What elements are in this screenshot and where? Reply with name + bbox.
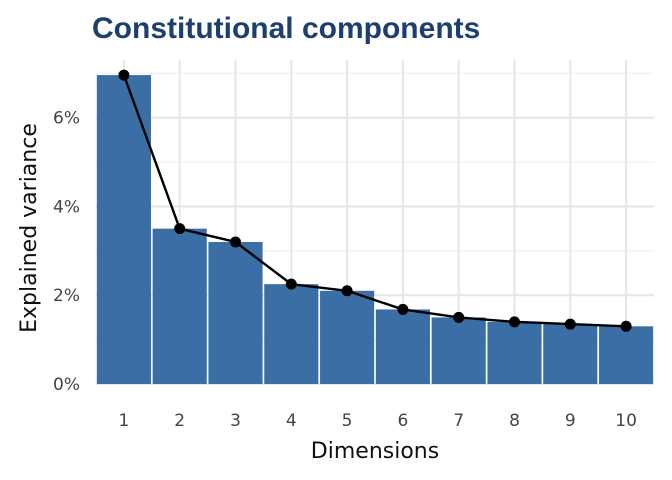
bar-dim-9: [543, 324, 598, 384]
chart-title: Constitutional components: [92, 12, 480, 45]
trend-line: [122, 74, 627, 328]
point-dim-5: [341, 285, 353, 297]
point-dim-3: [230, 236, 241, 248]
x-tick-label: 4: [286, 411, 297, 431]
x-tick-label: 5: [342, 411, 353, 431]
bar-dim-7: [431, 317, 486, 384]
bar-dim-5: [320, 290, 375, 384]
point-dim-1: [118, 69, 130, 81]
bar-dim-10: [599, 326, 654, 384]
x-axis-title: Dimensions: [311, 439, 439, 464]
point-dim-4: [285, 278, 297, 290]
point-dim-8: [509, 316, 520, 328]
x-tick-label: 7: [453, 411, 464, 431]
x-tick-label: 1: [118, 411, 129, 431]
y-axis-title: Explained variance: [17, 123, 42, 333]
y-tick-label: 6%: [53, 109, 80, 129]
points: [118, 69, 632, 332]
y-tick-label: 0%: [53, 375, 80, 395]
x-tick-label: 8: [509, 411, 520, 431]
x-tick-label: 10: [615, 411, 637, 431]
trend-polyline: [122, 74, 627, 328]
bar-dim-4: [264, 284, 319, 384]
bars: [96, 75, 654, 385]
y-tick-labels: 0% 2% 4% 6%: [53, 109, 80, 395]
x-tick-label: 3: [230, 411, 241, 431]
y-tick-label: 2%: [53, 286, 80, 306]
x-tick-label: 2: [174, 411, 185, 431]
x-tick-label: 9: [565, 411, 576, 431]
x-tick-labels: 1 2 3 4 5 6 7 8 9 10: [118, 411, 636, 431]
bar-dim-6: [375, 309, 430, 384]
point-dim-2: [174, 223, 186, 235]
bar-dim-3: [208, 241, 263, 384]
bar-dim-2: [152, 228, 207, 384]
point-dim-10: [620, 320, 632, 332]
bar-dim-1: [96, 75, 151, 385]
x-tick-label: 6: [397, 411, 408, 431]
point-dim-6: [397, 303, 409, 315]
bar-dim-8: [487, 321, 542, 384]
y-tick-label: 4%: [53, 197, 80, 217]
point-dim-7: [453, 311, 465, 323]
point-dim-9: [564, 318, 576, 330]
